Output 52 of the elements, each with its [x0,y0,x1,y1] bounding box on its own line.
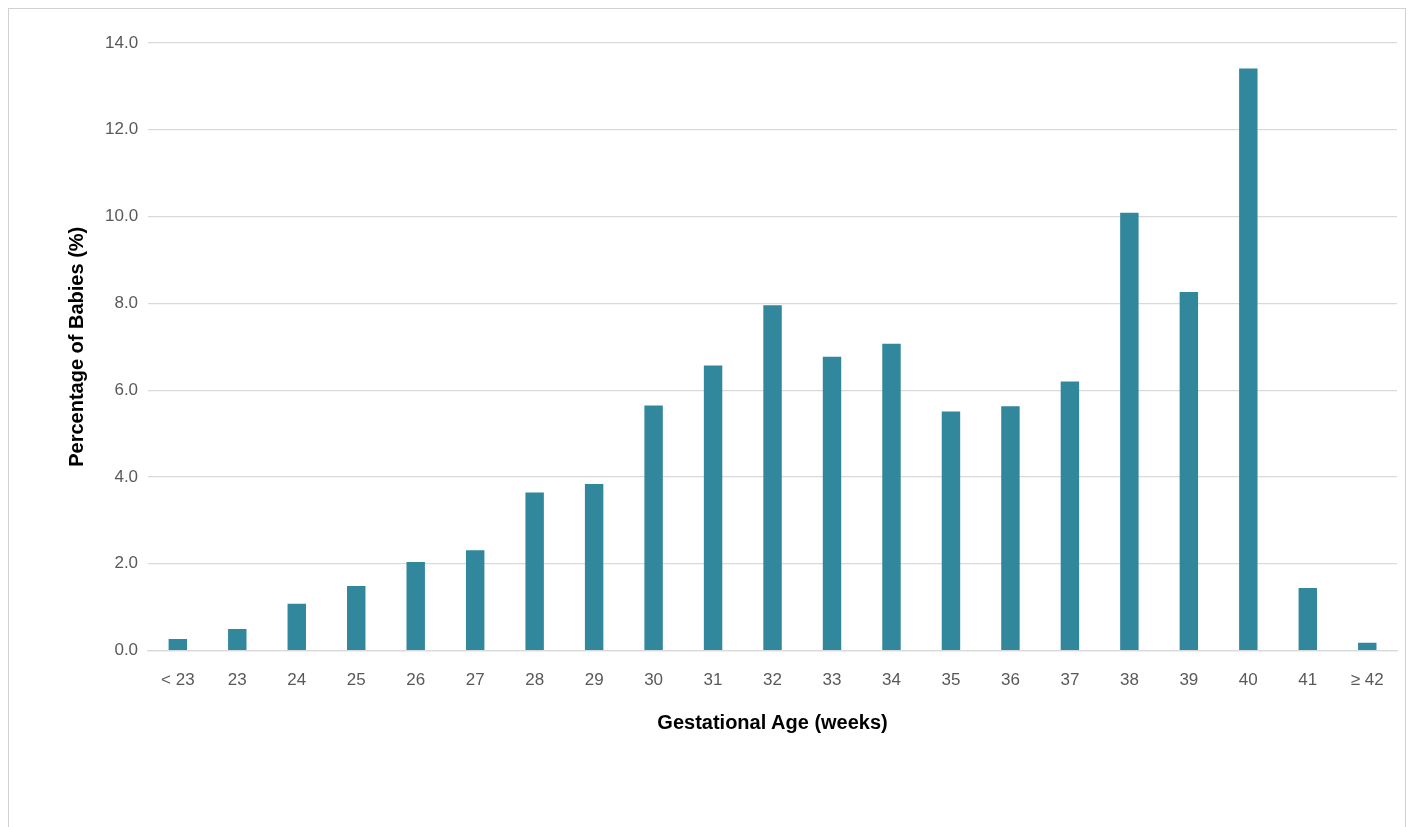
bar [703,365,723,650]
x-tick-label: 32 [763,670,782,690]
bar [763,305,782,650]
bar [1358,642,1377,650]
bar [882,343,901,650]
y-tick-label: 6.0 [114,379,139,399]
bar [1120,212,1139,650]
x-tick-label: 35 [941,670,961,690]
x-tick-label: 25 [346,670,366,690]
x-tick-label: 24 [287,670,307,690]
y-axis-title: Percentage of Babies (%) [64,226,87,467]
y-tick-label: 0.0 [114,640,139,660]
x-axis-title: Gestational Age (weeks) [657,710,888,733]
y-tick-label: 12.0 [104,119,139,139]
x-tick-label: 37 [1060,670,1080,690]
x-tick-label: ≥ 42 [1350,670,1384,690]
y-tick-label: 10.0 [104,206,139,226]
bar [584,483,604,650]
bar [644,405,663,650]
bar [941,411,961,650]
x-tick-label: 40 [1238,670,1258,690]
bar [1239,68,1258,650]
x-tick-label: 26 [406,670,426,690]
bar [465,550,485,650]
x-tick-label: 34 [882,670,901,690]
x-tick-label: 23 [227,670,247,690]
x-tick-label: 29 [584,670,604,690]
y-tick-label: 4.0 [114,466,139,486]
y-tick-label: 14.0 [104,32,139,52]
y-tick-label: 2.0 [114,553,139,573]
bar [1179,292,1199,650]
x-tick-label: 41 [1298,670,1318,690]
x-tick-label: 33 [822,670,842,690]
x-tick-label: < 23 [161,670,195,690]
bar [168,638,188,650]
bar [525,492,544,650]
x-tick-label: 28 [525,670,545,690]
x-tick-label: 30 [644,670,664,690]
bar [1001,406,1020,650]
x-tick-label: 36 [1000,670,1020,690]
x-tick-label: 39 [1179,670,1199,690]
bar [1298,588,1318,650]
bar [287,603,306,650]
bar [228,628,247,650]
bar [822,356,842,650]
x-tick-label: 27 [465,670,485,690]
x-tick-label: 31 [703,670,723,690]
bar [406,562,425,650]
bar [347,585,366,650]
bar [1060,381,1080,650]
y-tick-label: 8.0 [114,293,139,313]
x-tick-label: 38 [1119,670,1139,690]
